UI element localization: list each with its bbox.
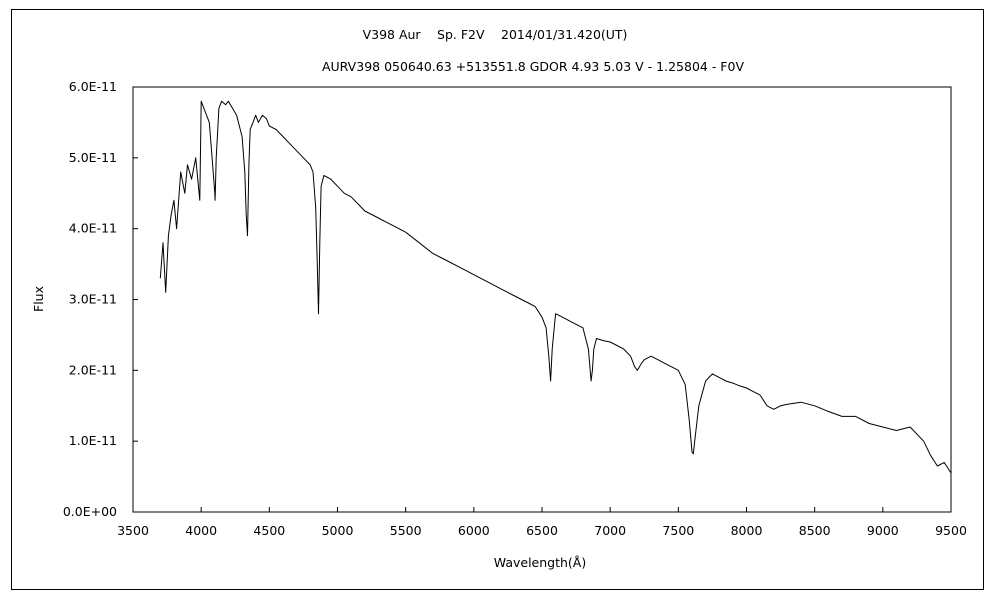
y-axis: 0.0E+00 1.0E-11 2.0E-11 3.0E-11 4.0E-11 5.0E-… (63, 79, 138, 519)
chart-title: V398 Aur Sp. F2V 2014/01/31.420(UT) (363, 27, 628, 42)
x-tick-label: 8500 (799, 523, 831, 538)
y-tick-label: 2.0E-11 (69, 362, 117, 377)
x-tick-label: 4000 (185, 523, 217, 538)
x-tick-label: 7500 (662, 523, 694, 538)
x-axis: 3500 4000 4500 5000 5500 6000 6500 7000 7500 8000… (117, 507, 967, 538)
chart-frame (11, 9, 984, 590)
x-tick-label: 5000 (322, 523, 354, 538)
x-tick-label: 5500 (390, 523, 422, 538)
y-axis-label: Flux (31, 286, 46, 312)
x-tick-label: 6500 (526, 523, 558, 538)
x-tick-label: 8000 (731, 523, 763, 538)
y-tick-label: 5.0E-11 (69, 150, 117, 165)
x-tick-label: 7000 (594, 523, 626, 538)
x-tick-label: 9000 (867, 523, 899, 538)
x-tick-label: 9500 (935, 523, 967, 538)
x-tick-label: 4500 (253, 523, 285, 538)
plot-area (132, 86, 952, 513)
y-tick-label: 3.0E-11 (69, 292, 117, 307)
x-axis-label: Wavelength(Å) (494, 555, 586, 570)
chart-subtitle: AURV398 050640.63 +513551.8 GDOR 4.93 5.… (322, 59, 744, 74)
y-tick-label: 0.0E+00 (63, 504, 117, 519)
series-layer (159, 100, 952, 474)
y-tick-label: 6.0E-11 (69, 79, 117, 94)
x-tick-label: 6000 (458, 523, 490, 538)
y-tick-label: 1.0E-11 (69, 433, 117, 448)
x-tick-label: 3500 (117, 523, 149, 538)
y-tick-label: 4.0E-11 (69, 221, 117, 236)
spectrum-line (159, 100, 952, 474)
